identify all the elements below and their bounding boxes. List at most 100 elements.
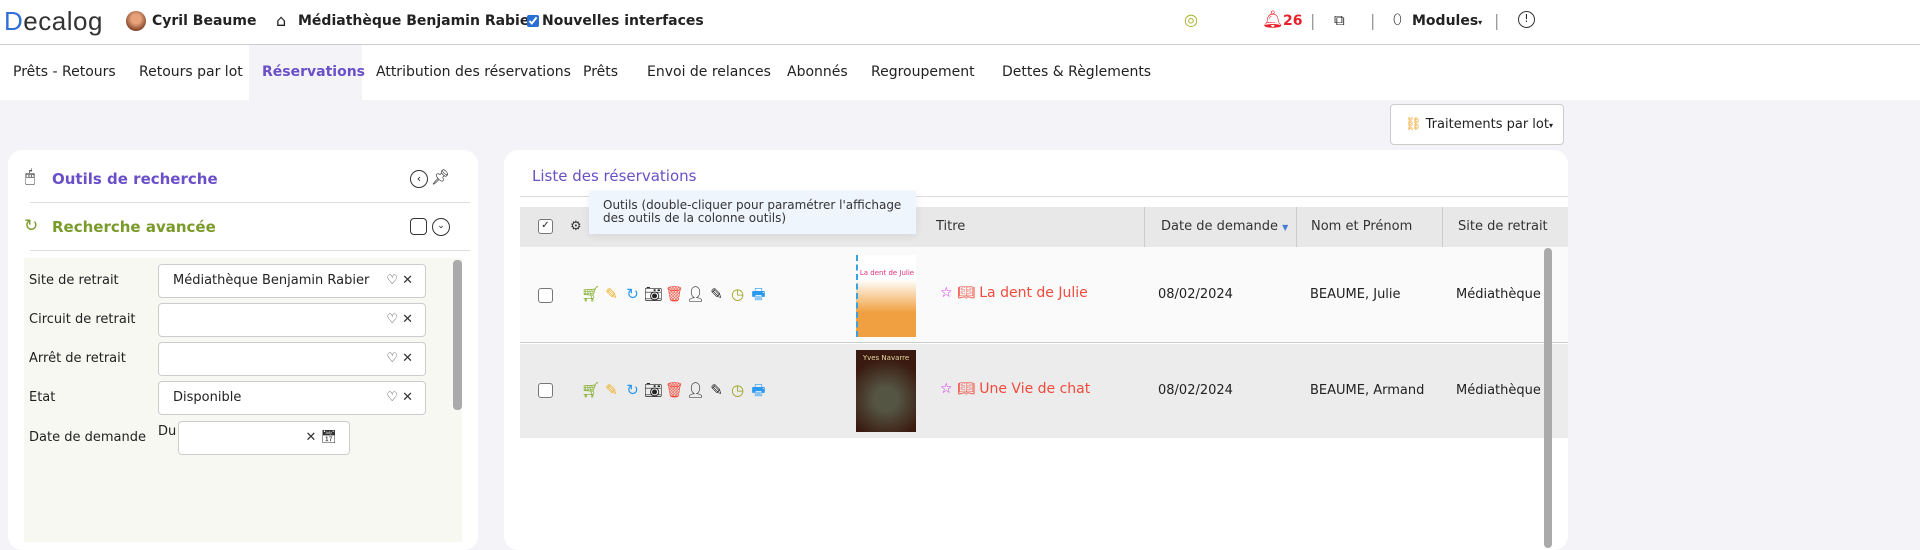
search-tools-title[interactable]: Outils de recherche (52, 170, 218, 188)
pencil-icon[interactable]: ✎ (605, 285, 618, 303)
reservations-title: Liste des réservations (532, 167, 697, 185)
field-label: Arrêt de retrait (29, 351, 126, 366)
divider: | (1310, 11, 1316, 30)
divider (30, 202, 470, 203)
tab-attribution[interactable]: Attribution des réservations (376, 64, 571, 80)
tab-reservations[interactable]: Réservations (249, 45, 365, 100)
date-cell: 08/02/2024 (1158, 287, 1233, 302)
bookmark-icon[interactable] (410, 218, 427, 235)
col-title[interactable]: Titre (936, 219, 966, 234)
cart-add-icon[interactable]: 🛒︎ (580, 285, 601, 303)
user-edit-icon[interactable]: 👤︎ (685, 285, 706, 303)
name-cell: BEAUME, Julie (1310, 287, 1401, 302)
tab-regroupement[interactable]: Regroupement (871, 64, 975, 80)
clock-icon[interactable]: ◷ (730, 285, 745, 303)
modules-icon: ⬯ (1393, 12, 1402, 28)
advanced-search-title[interactable]: Recherche avancée (52, 218, 216, 236)
links-icon: ⛓ (1405, 117, 1422, 132)
library-name[interactable]: Médiathèque Benjamin Rabier (298, 13, 537, 29)
main-tabs: Prêts - Retours Retours par lot Réservat… (0, 45, 1920, 100)
table-row[interactable]: 🛒︎ ✎ ↻ 📷︎ 🗑︎ 👤︎ ✎ ◷ 🖶 Yves Navarre ☆ 📖︎ Une Vie … (520, 344, 1568, 438)
trash-icon[interactable]: 🗑︎ (664, 381, 685, 399)
tools-column-icon[interactable]: ⚙ (570, 219, 582, 234)
sort-desc-icon: ▼ (1282, 223, 1289, 232)
top-header: Decalog Cyril Beaume ⌂ Médiathèque Benja… (0, 0, 1920, 45)
book-icon: 📖︎ (957, 285, 975, 301)
search-icon[interactable]: ↻ (626, 381, 639, 399)
col-site[interactable]: Site de retrait (1442, 207, 1548, 247)
copy-icon[interactable]: ⧉ (1334, 11, 1345, 29)
edit-icon[interactable]: ✎ (710, 285, 723, 303)
expand-icon[interactable]: ⌄ (432, 218, 450, 236)
row-tools: 🛒︎ ✎ ↻ 📷︎ 🗑︎ 👤︎ ✎ ◷ 🖶 (580, 284, 769, 309)
batch-processing-button[interactable]: ⛓ Traitements par lot▾ (1390, 104, 1564, 145)
site-cell: Médiathèque B (1456, 383, 1552, 398)
new-ui-checkbox[interactable] (527, 15, 539, 27)
edit-icon[interactable]: ✎ (710, 381, 723, 399)
print-icon[interactable]: 🖶 (751, 381, 766, 399)
book-cover[interactable]: La dent de Julie (856, 255, 916, 337)
camera-icon[interactable]: 📷︎ (643, 285, 664, 303)
row-checkbox[interactable] (538, 288, 553, 303)
divider (30, 250, 470, 251)
search-icon[interactable]: ↻ (626, 285, 639, 303)
tab-prets-retours[interactable]: Prêts - Retours (13, 64, 116, 80)
tab-abonnes[interactable]: Abonnés (787, 64, 848, 80)
mouse-icon: 🖱︎ (25, 167, 36, 187)
trash-icon[interactable]: 🗑︎ (664, 285, 685, 303)
tab-dettes[interactable]: Dettes & Règlements (1002, 64, 1152, 80)
book-cover[interactable]: Yves Navarre (856, 350, 916, 432)
divider (520, 196, 1568, 197)
user-name[interactable]: Cyril Beaume (152, 13, 257, 29)
award-icon: ☆ (940, 285, 953, 301)
advanced-search-icon: ↻ (24, 216, 39, 236)
info-icon[interactable]: ! (1518, 11, 1535, 28)
field-label: Circuit de retrait (29, 312, 136, 327)
reservations-panel: Liste des réservations ✓ ⚙ Titre Date de… (504, 150, 1568, 550)
site-retrait-select[interactable]: Médiathèque Benjamin Rabier ♡ ✕ (158, 264, 426, 298)
date-cell: 08/02/2024 (1158, 383, 1233, 398)
library-icon: ⌂ (276, 11, 287, 30)
user-edit-icon[interactable]: 👤︎ (685, 381, 706, 399)
advanced-search-form: Site de retrait Médiathèque Benjamin Rab… (24, 258, 462, 542)
field-label: Date de demande (29, 430, 146, 445)
site-cell: Médiathèque B (1456, 287, 1552, 302)
etat-select[interactable]: Disponible ♡ ✕ (158, 381, 426, 415)
podcast-icon[interactable]: ◎ (1184, 10, 1198, 29)
table-scrollbar[interactable] (1544, 248, 1552, 548)
col-date[interactable]: Date de demande ▼ (1144, 207, 1296, 247)
notification-count[interactable]: 26 (1283, 13, 1303, 29)
collapse-icon[interactable]: ‹ (410, 170, 428, 188)
row-tools: 🛒︎ ✎ ↻ 📷︎ 🗑︎ 👤︎ ✎ ◷ 🖶 (580, 380, 769, 405)
avatar[interactable] (126, 11, 146, 31)
cart-add-icon[interactable]: 🛒︎ (580, 381, 601, 399)
decalog-logo[interactable]: Decalog (4, 6, 103, 36)
circuit-retrait-select[interactable]: ♡ ✕ (158, 303, 426, 337)
bell-icon[interactable]: 🔔︎ (1262, 10, 1284, 30)
book-icon: 📖︎ (957, 381, 975, 397)
tab-relances[interactable]: Envoi de relances (647, 64, 771, 80)
pencil-icon[interactable]: ✎ (605, 381, 618, 399)
print-icon[interactable]: 🖶 (751, 285, 766, 303)
camera-icon[interactable]: 📷︎ (643, 381, 664, 399)
select-all-checkbox[interactable]: ✓ (538, 219, 553, 234)
table-row[interactable]: 🛒︎ ✎ ↻ 📷︎ 🗑︎ 👤︎ ✎ ◷ 🖶 La dent de Julie ☆ 📖︎ La d… (520, 247, 1568, 343)
title-cell[interactable]: ☆ 📖︎ Une Vie de chat (940, 381, 1091, 397)
award-icon: ☆ (940, 381, 953, 397)
arret-retrait-select[interactable]: ♡ ✕ (158, 342, 426, 376)
divider: | (1494, 11, 1500, 30)
new-ui-label[interactable]: Nouvelles interfaces (542, 13, 704, 29)
tab-prets[interactable]: Prêts (583, 64, 619, 80)
date-from-input[interactable]: ✕ 📅︎ (178, 421, 350, 455)
field-label: Site de retrait (29, 273, 119, 288)
tab-retours-par-lot[interactable]: Retours par lot (139, 64, 243, 80)
modules-menu[interactable]: Modules▾ (1412, 13, 1483, 29)
col-name[interactable]: Nom et Prénom (1296, 207, 1442, 247)
row-checkbox[interactable] (538, 383, 553, 398)
title-cell[interactable]: ☆ 📖︎ La dent de Julie (940, 285, 1088, 301)
clock-icon[interactable]: ◷ (730, 381, 745, 399)
pin-icon[interactable]: 📌︎ (431, 168, 451, 186)
divider: | (1370, 11, 1376, 30)
form-scrollbar[interactable] (453, 260, 462, 410)
tools-tooltip: Outils (double-cliquer pour paramétrer l… (589, 191, 916, 234)
